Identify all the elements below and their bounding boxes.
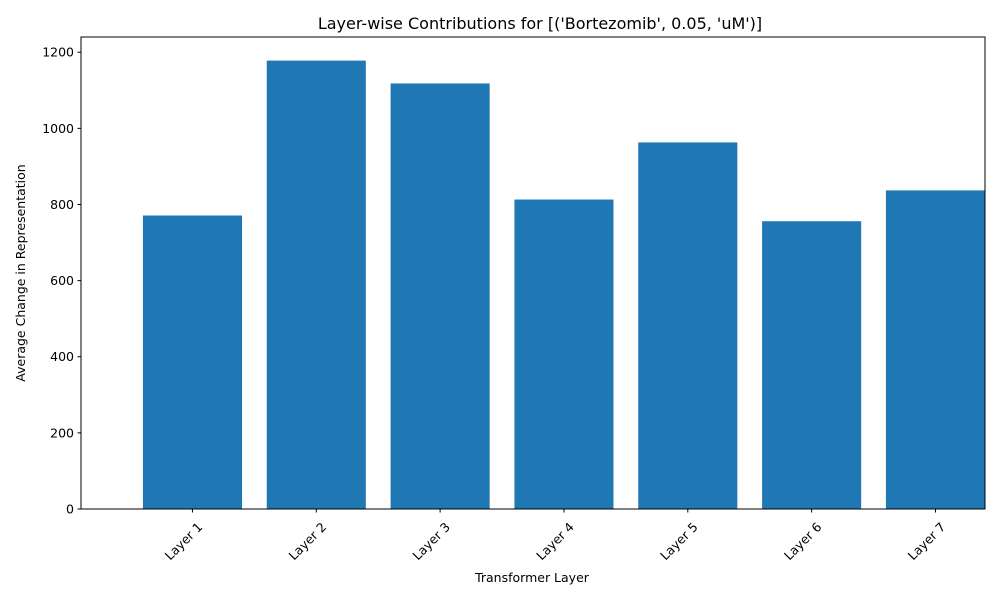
bar-layer-1	[142, 215, 242, 509]
y-tick-label: 200	[50, 425, 74, 440]
x-axis-label: Transformer Layer	[474, 570, 590, 585]
y-tick-label: 0	[66, 502, 74, 517]
y-tick-label: 400	[50, 349, 74, 364]
y-axis-ticks: 0 200 400 600 800 1000 1200	[42, 45, 81, 517]
y-tick-label: 800	[50, 197, 74, 212]
bar-layer-6	[762, 221, 862, 510]
bar-layer-4	[514, 199, 614, 510]
chart-title: Layer-wise Contributions for [('Bortezom…	[318, 14, 762, 33]
bar-layer-3	[390, 83, 490, 509]
plot-area-frame	[80, 36, 986, 510]
y-tick-label: 600	[50, 273, 74, 288]
y-tick-label: 1000	[42, 121, 74, 136]
bar-layer-7	[885, 190, 985, 509]
bar-layer-2	[266, 60, 366, 509]
bar-layer-5	[638, 142, 738, 509]
y-axis-label: Average Change in Representation	[13, 164, 28, 381]
bars-layer	[142, 60, 985, 510]
y-tick-label: 1200	[42, 45, 74, 60]
